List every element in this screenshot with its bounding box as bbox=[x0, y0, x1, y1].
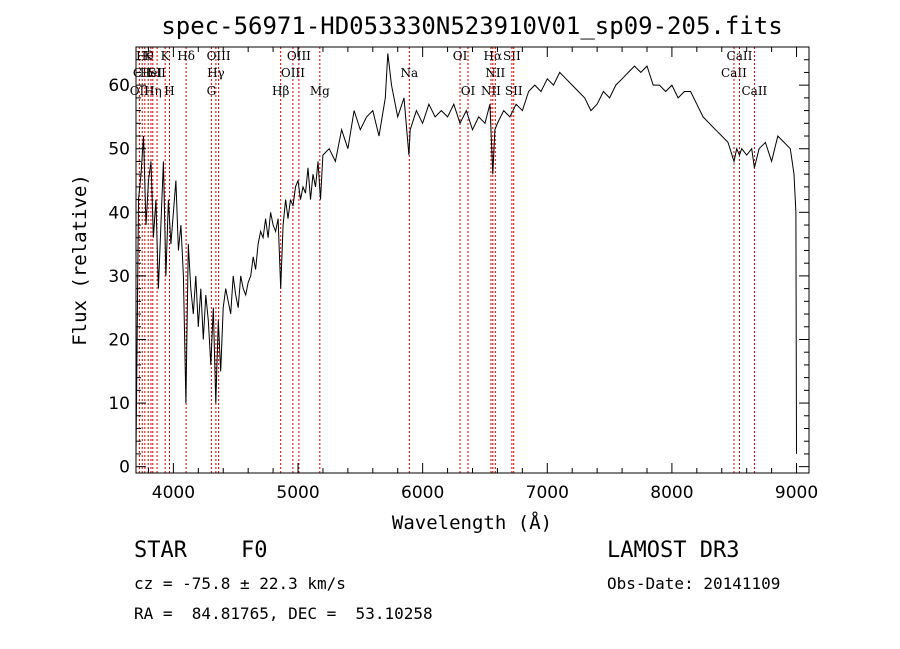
x-axis-ticks: 4000 5000 6000 7000 8000 9000 bbox=[147, 47, 818, 503]
chart-title: spec-56971-HD053330N523910V01_sp09-205.f… bbox=[161, 12, 782, 40]
line-marker-label-23: SII bbox=[503, 49, 521, 63]
y-tick-label: 60 bbox=[108, 76, 130, 96]
line-marker-label-5: Hη bbox=[144, 84, 162, 98]
redshift-text: cz = -75.8 ± 22.3 km/s bbox=[134, 574, 346, 593]
y-tick-label: 30 bbox=[108, 267, 130, 287]
line-marker-label-18: OI bbox=[453, 49, 468, 63]
line-marker-label-12: OIII bbox=[207, 49, 231, 63]
survey-name: LAMOST DR3 bbox=[607, 538, 740, 563]
y-axis-label: Flux (relative) bbox=[69, 174, 91, 346]
line-marker-label-15: OIII bbox=[287, 49, 311, 63]
object-class: STAR bbox=[134, 538, 187, 563]
y-axis-ticks: 0 10 20 30 40 50 60 bbox=[108, 59, 809, 478]
x-tick-label: 7000 bbox=[526, 483, 569, 503]
x-axis-label: Wavelength (Å) bbox=[392, 511, 552, 534]
y-tick-label: 40 bbox=[108, 203, 130, 223]
line-marker-label-21: Hα bbox=[484, 49, 503, 63]
line-marker-label-1: CII bbox=[133, 66, 152, 80]
line-marker-label-6: SII bbox=[148, 66, 166, 80]
y-tick-label: 50 bbox=[108, 140, 130, 160]
line-marker-label-20: NII bbox=[481, 84, 501, 98]
x-tick-label: 8000 bbox=[650, 483, 693, 503]
spectral-line-markers: OIICIIHθKHeIHηSIIKHHδGHγOIIIHβOIIIOIIIMg… bbox=[130, 47, 768, 473]
line-marker-label-10: G bbox=[207, 84, 217, 98]
line-marker-label-9: Hδ bbox=[177, 49, 195, 63]
spectrum-series bbox=[135, 53, 797, 454]
x-tick-label: 4000 bbox=[152, 483, 195, 503]
line-marker-label-22: NII bbox=[485, 66, 505, 80]
x-tick-label: 9000 bbox=[775, 483, 818, 503]
spectrum-line-0 bbox=[135, 53, 797, 454]
coordinates: RA = 84.81765, DEC = 53.10258 bbox=[134, 604, 433, 623]
obs-date: Obs-Date: 20141109 bbox=[607, 574, 781, 593]
x-tick-label: 6000 bbox=[401, 483, 444, 503]
line-marker-label-27: CaII bbox=[741, 84, 767, 98]
line-marker-label-26: CaII bbox=[727, 49, 753, 63]
y-tick-label: 20 bbox=[108, 330, 130, 350]
x-tick-label: 5000 bbox=[276, 483, 319, 503]
y-tick-label: 0 bbox=[119, 458, 130, 478]
line-marker-label-17: Na bbox=[400, 66, 418, 80]
line-marker-label-7: K bbox=[161, 49, 171, 63]
line-marker-label-24: SII bbox=[505, 84, 523, 98]
spectral-subclass: F0 bbox=[241, 538, 268, 563]
y-tick-label: 10 bbox=[108, 394, 130, 414]
line-marker-label-19: OI bbox=[461, 84, 476, 98]
plot-frame bbox=[135, 46, 810, 474]
line-marker-label-11: Hγ bbox=[207, 66, 225, 80]
line-marker-label-14: OIII bbox=[281, 66, 305, 80]
line-marker-label-13: Hβ bbox=[272, 84, 289, 98]
line-marker-label-16: Mg bbox=[310, 84, 330, 98]
line-marker-label-25: CaII bbox=[721, 66, 747, 80]
line-marker-label-3: K bbox=[144, 49, 154, 63]
line-marker-label-8: H bbox=[164, 84, 174, 98]
